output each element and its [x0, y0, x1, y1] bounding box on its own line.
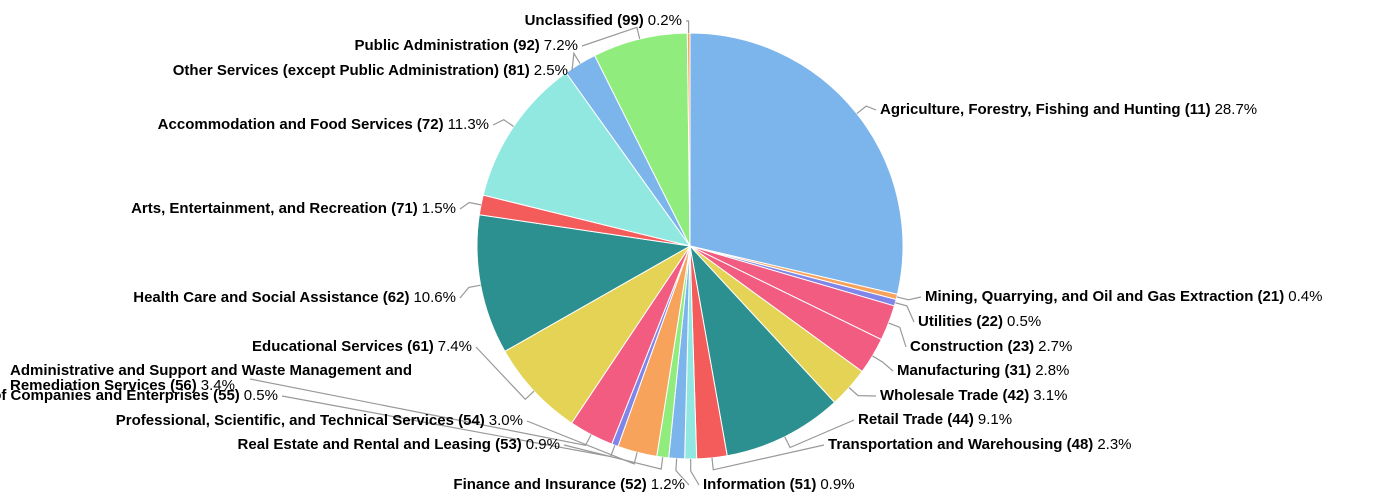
connector-line — [526, 420, 638, 465]
slice-label: Educational Services (61) 7.4% — [252, 338, 472, 355]
connector-line — [675, 458, 690, 486]
slice-label: Finance and Insurance (52) 1.2% — [453, 476, 685, 493]
slice-value: 0.9% — [526, 436, 560, 453]
slice-name: Finance and Insurance (52) — [453, 476, 646, 493]
slice-label: Agriculture, Forestry, Fishing and Hunti… — [880, 101, 1257, 118]
slice-value: 0.4% — [1288, 288, 1322, 305]
slice-label: Wholesale Trade (42) 3.1% — [880, 387, 1067, 404]
connector-line — [856, 105, 877, 115]
slice-value: 0.5% — [1007, 313, 1041, 330]
slice-value: 0.5% — [244, 387, 278, 404]
slice-label: Professional, Scientific, and Technical … — [116, 412, 523, 429]
slice-value: 2.8% — [1035, 362, 1069, 379]
slice-name: Mining, Quarrying, and Oil and Gas Extra… — [925, 288, 1284, 305]
slice-value: 9.1% — [978, 411, 1012, 428]
slice-name: Manufacturing (31) — [897, 362, 1031, 379]
slices — [476, 32, 904, 460]
slice-label: Management of Companies and Enterprises … — [0, 387, 278, 404]
slice-name: Professional, Scientific, and Technical … — [116, 412, 485, 429]
connector-line — [685, 20, 690, 34]
pie-slice — [504, 245, 691, 424]
slice-name: Information (51) — [703, 476, 816, 493]
slice-name: Utilities (22) — [918, 313, 1003, 330]
slice-value: 28.7% — [1215, 101, 1258, 118]
slice-label: Mining, Quarrying, and Oil and Gas Extra… — [925, 288, 1322, 305]
slice-value: 3.4% — [201, 377, 235, 394]
slice-label: Construction (23) 2.7% — [910, 338, 1072, 355]
connector-line — [690, 458, 700, 486]
connector-line — [784, 419, 855, 449]
slice-value: 1.5% — [422, 200, 456, 217]
slice-value: 2.7% — [1038, 338, 1072, 355]
slice-name: Accommodation and Food Services (72) — [158, 116, 444, 133]
slice-name: Construction (23) — [910, 338, 1034, 355]
slice-label: Accommodation and Food Services (72) 11.3… — [158, 116, 489, 133]
slice-value: 0.9% — [820, 476, 854, 493]
slice-name: Educational Services (61) — [252, 338, 434, 355]
slice-value: 11.3% — [448, 116, 489, 133]
pie-slice — [482, 72, 692, 247]
connector-line — [281, 395, 616, 458]
slice-value: 0.2% — [648, 12, 682, 29]
connector-line — [571, 51, 581, 72]
connector-line — [459, 284, 481, 299]
slice-value: 1.2% — [651, 476, 685, 493]
slice-name: Transportation and Warehousing (48) — [828, 436, 1093, 453]
slice-value: 3.1% — [1033, 387, 1067, 404]
slice-name: Management of Companies and Enterprises … — [0, 387, 240, 404]
slice-label: Real Estate and Rental and Leasing (53) 0… — [238, 436, 560, 453]
connector-line — [581, 26, 641, 47]
pie-slice — [689, 244, 836, 457]
slice-name: Agriculture, Forestry, Fishing and Hunti… — [880, 101, 1211, 118]
slice-name: Arts, Entertainment, and Recreation (71) — [131, 200, 418, 217]
slice-label: Retail Trade (44) 9.1% — [858, 411, 1012, 428]
slice-name: Wholesale Trade (42) — [880, 387, 1029, 404]
slice-label: Utilities (22) 0.5% — [918, 313, 1041, 330]
slice-label: Administrative and Support and Waste Man… — [10, 362, 412, 379]
slice-label: Manufacturing (31) 2.8% — [897, 362, 1069, 379]
slice-label: Public Administration (92) 7.2% — [355, 37, 579, 54]
connectors — [249, 20, 922, 486]
slice-value: 10.6% — [413, 289, 456, 306]
slice-label: Remediation Services (56) 3.4% — [10, 377, 235, 394]
connector-line — [896, 296, 922, 301]
slice-name: Retail Trade (44) — [858, 411, 974, 428]
slice-value: 7.4% — [438, 338, 472, 355]
pie-slice — [686, 32, 691, 247]
slice-name: Administrative and Support and Waste Man… — [10, 362, 412, 379]
connector-line — [249, 378, 592, 446]
connector-line — [895, 302, 915, 323]
slice-label: Unclassified (99) 0.2% — [525, 12, 682, 29]
slice-name: Remediation Services (56) — [10, 377, 197, 394]
slice-label: Arts, Entertainment, and Recreation (71)… — [131, 200, 456, 217]
slice-name: Real Estate and Rental and Leasing (53) — [238, 436, 522, 453]
slice-name: Other Services (except Public Administra… — [173, 62, 530, 79]
connector-line — [888, 322, 907, 348]
slice-name: Public Administration (92) — [355, 37, 540, 54]
labels: Agriculture, Forestry, Fishing and Hunti… — [0, 12, 1322, 493]
connector-line — [711, 444, 825, 471]
slice-value: 3.0% — [489, 412, 523, 429]
connector-line — [848, 387, 877, 397]
slice-value: 2.3% — [1097, 436, 1131, 453]
connector-line — [492, 119, 515, 127]
connector-line — [459, 201, 482, 210]
slice-label: Information (51) 0.9% — [703, 476, 855, 493]
pie-slice — [689, 32, 904, 295]
slice-label: Other Services (except Public Administra… — [173, 62, 568, 79]
slice-name: Unclassified (99) — [525, 12, 644, 29]
slice-label: Health Care and Social Assistance (62) 10… — [133, 289, 456, 306]
connector-line — [872, 355, 894, 372]
slice-label: Transportation and Warehousing (48) 2.3% — [828, 436, 1132, 453]
slice-value: 7.2% — [544, 37, 578, 54]
connector-line — [563, 444, 664, 470]
connector-line — [475, 346, 535, 401]
slice-value: 2.5% — [534, 62, 568, 79]
slice-name: Health Care and Social Assistance (62) — [133, 289, 409, 306]
